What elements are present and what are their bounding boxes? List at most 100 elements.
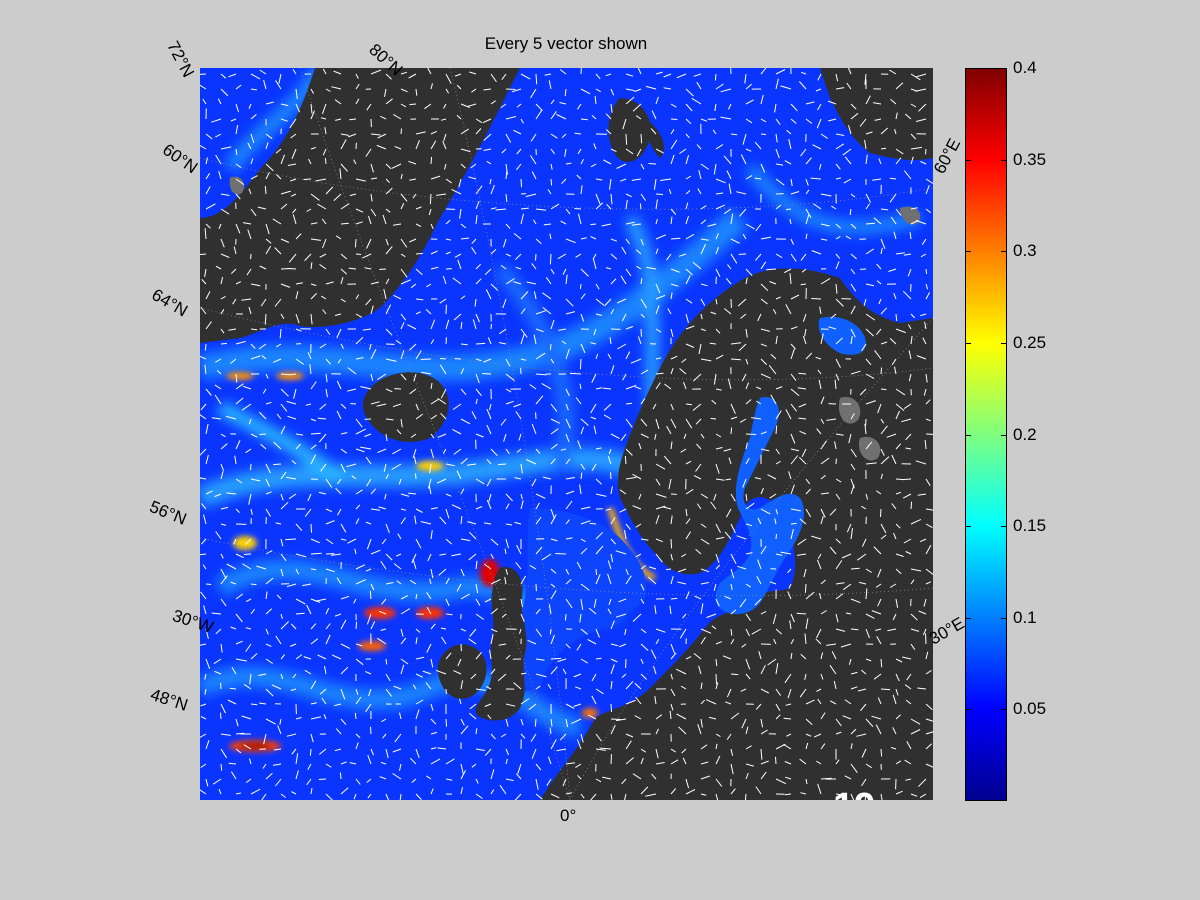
vector-arrow [542,292,552,300]
vector-arrow [325,568,335,573]
vector-arrow [550,418,561,424]
vector-arrow [625,238,631,245]
vector-arrow [865,613,875,619]
vector-arrow [451,553,462,557]
vector-arrow [220,443,228,450]
vector-arrow [922,628,927,636]
vector-arrow [213,658,222,665]
vector-arrow [426,775,432,780]
vector-arrow [259,433,267,435]
vector-arrow [873,673,882,680]
vector-arrow [835,613,839,623]
vector-arrow [561,178,567,185]
vector-arrow [280,203,288,210]
colorbar-tick-label: 0.2 [1013,424,1037,444]
vector-arrow [723,208,732,215]
vector-arrow [850,328,856,338]
vector-arrow [872,178,882,181]
vector-arrow [818,592,822,600]
vector-arrow [200,448,207,456]
vector-arrow [265,658,273,664]
vector-arrow [745,442,748,450]
vector-arrow [580,426,585,435]
vector-arrow [760,283,769,292]
vector-arrow [756,386,762,390]
vector-arrow [650,649,657,660]
vector-arrow [430,140,437,150]
colorbar-tick-mark [965,159,971,161]
vector-arrow [286,476,297,480]
vector-arrow [340,463,346,473]
vector-arrow [520,333,525,345]
vector-arrow [700,433,705,439]
vector-arrow [715,433,722,438]
vector-arrow [220,568,227,580]
vector-arrow [295,88,298,99]
vector-arrow [820,418,825,424]
vector-arrow [265,463,271,474]
vector-arrow [460,223,467,229]
vector-arrow [625,476,637,480]
vector-arrow [877,568,882,578]
vector-arrow [683,433,687,439]
vector-arrow [730,553,737,564]
vector-arrow [205,223,211,229]
vector-arrow [565,598,573,609]
vector-arrow [877,697,882,705]
vector-arrow [670,553,673,561]
vector-arrow [569,372,582,375]
vector-arrow [436,193,447,196]
colorbar-tick-mark [1001,617,1007,619]
vector-arrow [587,714,597,720]
vector-arrow [655,96,659,105]
vector-arrow [754,253,762,261]
vector-arrow [205,173,211,180]
vector-arrow [415,311,422,315]
vector-arrow [200,715,207,720]
vector-arrow [482,373,492,375]
vector-arrow [889,338,897,345]
vector-arrow [698,665,702,675]
vector-arrow [400,253,406,258]
vector-arrow [829,700,837,705]
vector-arrow [654,433,657,440]
vector-arrow [307,352,312,360]
vector-arrow [715,743,718,750]
vector-arrow [392,748,402,753]
vector-arrow [415,206,422,210]
vector-arrow [610,658,618,663]
vector-arrow [798,417,807,420]
vector-arrow [625,221,635,225]
vector-arrow [579,484,582,495]
vector-arrow [280,118,288,122]
vector-arrow [775,178,785,186]
vector-arrow [574,208,582,210]
vector-arrow [355,778,361,785]
vector-arrow [355,448,365,453]
vector-arrow [695,463,702,472]
vector-arrow [645,85,657,90]
vector-arrow [205,186,211,195]
vector-arrow [475,388,482,397]
vector-arrow [235,281,242,285]
vector-arrow [835,718,842,727]
vector-arrow [865,328,875,337]
vector-arrow [370,281,379,285]
vector-arrow [595,688,604,695]
vector-arrow [243,744,252,750]
vector-arrow [514,521,522,525]
vector-arrow [304,508,312,517]
vector-arrow [579,613,582,623]
vector-arrow [460,163,466,169]
vector-arrow [820,440,828,450]
vector-arrow [580,185,583,195]
vector-arrow [475,313,480,323]
vector-arrow [580,68,582,75]
vector-arrow [805,118,813,124]
vector-arrow [443,133,447,142]
vector-arrow [520,207,529,210]
vector-arrow [531,423,537,435]
vector-arrow [670,403,674,411]
vector-arrow [609,178,612,190]
vector-arrow [355,83,360,90]
